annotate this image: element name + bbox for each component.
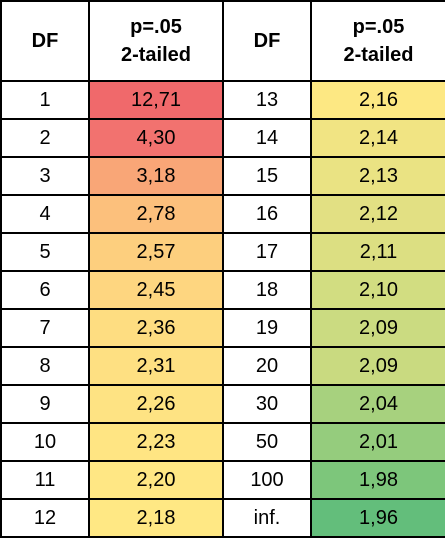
critical-value-cell: 2,78 [88,194,224,234]
header-cell: p=.05 2-tailed [310,0,445,82]
critical-value-cell: 2,01 [310,422,445,462]
critical-value-cell: 2,26 [88,384,224,424]
table-row: 2 4,30 14 2,14 [0,118,445,158]
header-row: DF p=.05 2-tailed DF p=.05 2-tailed [0,0,445,82]
table-row: 8 2,31 20 2,09 [0,346,445,386]
df-cell: 5 [0,232,90,272]
table-row: 3 3,18 15 2,13 [0,156,445,196]
table-row: 5 2,57 17 2,11 [0,232,445,272]
df-cell: 30 [222,384,312,424]
df-cell: 14 [222,118,312,158]
critical-value-cell: 2,10 [310,270,445,310]
critical-value-cell: 2,20 [88,460,224,500]
table-row: 4 2,78 16 2,12 [0,194,445,234]
critical-value-cell: 2,18 [88,498,224,538]
critical-value-cell: 2,09 [310,308,445,348]
critical-value-cell: 2,12 [310,194,445,234]
df-cell: 17 [222,232,312,272]
df-cell: 13 [222,80,312,120]
critical-value-cell: 2,13 [310,156,445,196]
df-cell: 11 [0,460,90,500]
table-body: 1 12,71 13 2,16 2 4,30 14 2,14 3 3,18 15 2,13 4 2,78 1… [0,80,445,538]
df-cell: 10 [0,422,90,462]
df-cell: 15 [222,156,312,196]
critical-value-cell: 1,96 [310,498,445,538]
header-cell: DF [222,0,312,82]
table-row: 1 12,71 13 2,16 [0,80,445,120]
df-cell: 19 [222,308,312,348]
critical-value-cell: 4,30 [88,118,224,158]
df-cell: 4 [0,194,90,234]
df-cell: 1 [0,80,90,120]
df-cell: 9 [0,384,90,424]
critical-value-cell: 2,23 [88,422,224,462]
table-row: 7 2,36 19 2,09 [0,308,445,348]
df-cell: 8 [0,346,90,386]
critical-value-cell: 2,57 [88,232,224,272]
table-row: 11 2,20 100 1,98 [0,460,445,500]
df-cell: 20 [222,346,312,386]
critical-value-cell: 12,71 [88,80,224,120]
df-cell: 2 [0,118,90,158]
critical-value-cell: 2,16 [310,80,445,120]
critical-value-cell: 2,36 [88,308,224,348]
critical-value-cell: 1,98 [310,460,445,500]
df-cell: 12 [0,498,90,538]
critical-value-cell: 2,14 [310,118,445,158]
df-cell: 100 [222,460,312,500]
critical-value-cell: 2,31 [88,346,224,386]
critical-value-cell: 2,04 [310,384,445,424]
table-row: 6 2,45 18 2,10 [0,270,445,310]
table-row: 12 2,18 inf. 1,96 [0,498,445,538]
df-cell: inf. [222,498,312,538]
critical-value-cell: 2,11 [310,232,445,272]
header-cell: DF [0,0,90,82]
df-cell: 50 [222,422,312,462]
df-cell: 7 [0,308,90,348]
df-cell: 6 [0,270,90,310]
critical-value-cell: 2,45 [88,270,224,310]
df-cell: 16 [222,194,312,234]
header-cell: p=.05 2-tailed [88,0,224,82]
critical-value-cell: 2,09 [310,346,445,386]
table-row: 10 2,23 50 2,01 [0,422,445,462]
table-row: 9 2,26 30 2,04 [0,384,445,424]
df-cell: 18 [222,270,312,310]
critical-value-cell: 3,18 [88,156,224,196]
df-cell: 3 [0,156,90,196]
